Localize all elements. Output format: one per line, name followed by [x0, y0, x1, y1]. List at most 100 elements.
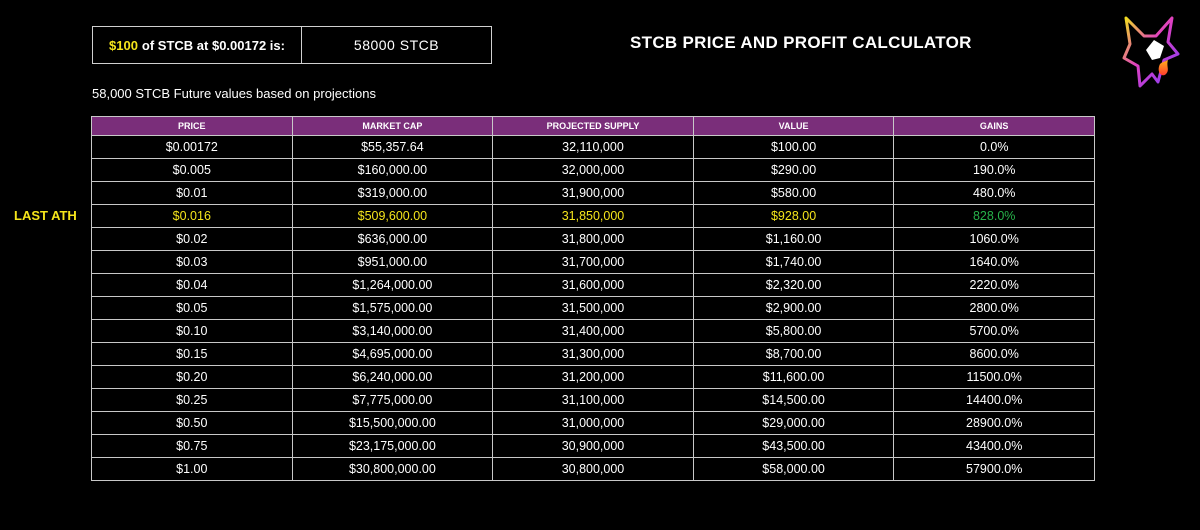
price-cell: $0.20 — [91, 365, 293, 389]
table-row-last-ath: $0.016 $509,600.00 31,850,000 $928.00 82… — [91, 204, 1095, 228]
header-projected-supply: PROJECTED SUPPLY — [492, 116, 694, 136]
supply-cell: 30,900,000 — [492, 434, 694, 458]
value-cell: $290.00 — [692, 158, 895, 182]
header-price: PRICE — [91, 116, 293, 136]
value-cell: $2,900.00 — [692, 296, 895, 320]
projection-subtitle: 58,000 STCB Future values based on proje… — [92, 86, 377, 101]
table-row: $0.01 $319,000.00 31,900,000 $580.00 480… — [91, 181, 1095, 205]
table-header-row: PRICE MARKET CAP PROJECTED SUPPLY VALUE … — [91, 116, 1095, 136]
table-row: $0.15 $4,695,000.00 31,300,000 $8,700.00… — [91, 342, 1095, 366]
supply-cell: 31,300,000 — [492, 342, 694, 366]
gains-cell: 0.0% — [893, 135, 1095, 159]
price-cell: $0.02 — [91, 227, 293, 251]
supply-cell: 31,700,000 — [492, 250, 694, 274]
value-cell: $11,600.00 — [692, 365, 895, 389]
price-cell: $0.005 — [91, 158, 293, 182]
table-row: $0.02 $636,000.00 31,800,000 $1,160.00 1… — [91, 227, 1095, 251]
projection-table: PRICE MARKET CAP PROJECTED SUPPLY VALUE … — [91, 116, 1095, 481]
investment-amount: $100 — [109, 37, 138, 53]
header-gains: GAINS — [893, 116, 1095, 136]
supply-cell: 31,600,000 — [492, 273, 694, 297]
page-title: STCB PRICE AND PROFIT CALCULATOR — [630, 33, 972, 52]
market-cap-cell: $30,800,000.00 — [291, 457, 494, 481]
calculator-label: $100 of STCB at $0.00172 is: — [93, 27, 302, 63]
price-cell: $0.03 — [91, 250, 293, 274]
market-cap-cell: $55,357.64 — [291, 135, 494, 159]
value-cell: $14,500.00 — [692, 388, 895, 412]
price-cell: $0.01 — [91, 181, 293, 205]
price-cell: $0.016 — [91, 204, 293, 228]
calculator-result: 58000 STCB — [353, 37, 440, 53]
market-cap-cell: $636,000.00 — [291, 227, 494, 251]
value-cell: $100.00 — [692, 135, 895, 159]
calculator-box: $100 of STCB at $0.00172 is: 58000 STCB — [92, 26, 492, 64]
market-cap-cell: $509,600.00 — [291, 204, 494, 228]
supply-cell: 31,900,000 — [492, 181, 694, 205]
table-row: $0.75 $23,175,000.00 30,900,000 $43,500.… — [91, 434, 1095, 458]
value-cell: $5,800.00 — [692, 319, 895, 343]
market-cap-cell: $23,175,000.00 — [291, 434, 494, 458]
supply-cell: 31,500,000 — [492, 296, 694, 320]
gains-cell: 2800.0% — [893, 296, 1095, 320]
value-cell: $1,160.00 — [692, 227, 895, 251]
price-cell: $0.75 — [91, 434, 293, 458]
supply-cell: 31,000,000 — [492, 411, 694, 435]
supply-cell: 31,200,000 — [492, 365, 694, 389]
price-cell: $0.50 — [91, 411, 293, 435]
price-cell: $1.00 — [91, 457, 293, 481]
market-cap-cell: $951,000.00 — [291, 250, 494, 274]
market-cap-cell: $160,000.00 — [291, 158, 494, 182]
supply-cell: 31,100,000 — [492, 388, 694, 412]
market-cap-cell: $6,240,000.00 — [291, 365, 494, 389]
gains-cell: 5700.0% — [893, 319, 1095, 343]
table-row: $0.05 $1,575,000.00 31,500,000 $2,900.00… — [91, 296, 1095, 320]
price-cell: $0.00172 — [91, 135, 293, 159]
calculator-label-text: of STCB at $0.00172 is: — [141, 37, 285, 53]
gains-cell: 28900.0% — [893, 411, 1095, 435]
supply-cell: 32,110,000 — [492, 135, 694, 159]
market-cap-cell: $319,000.00 — [291, 181, 494, 205]
market-cap-cell: $15,500,000.00 — [291, 411, 494, 435]
gains-cell: 2220.0% — [893, 273, 1095, 297]
table-row: $0.005 $160,000.00 32,000,000 $290.00 19… — [91, 158, 1095, 182]
value-cell: $29,000.00 — [692, 411, 895, 435]
market-cap-cell: $4,695,000.00 — [291, 342, 494, 366]
table-row: $0.04 $1,264,000.00 31,600,000 $2,320.00… — [91, 273, 1095, 297]
price-cell: $0.04 — [91, 273, 293, 297]
gains-cell: 43400.0% — [893, 434, 1095, 458]
price-cell: $0.15 — [91, 342, 293, 366]
table-row: $0.25 $7,775,000.00 31,100,000 $14,500.0… — [91, 388, 1095, 412]
supply-cell: 32,000,000 — [492, 158, 694, 182]
table-row: $0.20 $6,240,000.00 31,200,000 $11,600.0… — [91, 365, 1095, 389]
wolf-logo-icon — [1122, 16, 1180, 88]
gains-cell: 11500.0% — [893, 365, 1095, 389]
gains-cell: 57900.0% — [893, 457, 1095, 481]
supply-cell: 31,800,000 — [492, 227, 694, 251]
gains-cell: 1060.0% — [893, 227, 1095, 251]
table-row: $0.10 $3,140,000.00 31,400,000 $5,800.00… — [91, 319, 1095, 343]
supply-cell: 31,850,000 — [492, 204, 694, 228]
table-row: $0.03 $951,000.00 31,700,000 $1,740.00 1… — [91, 250, 1095, 274]
value-cell: $2,320.00 — [692, 273, 895, 297]
market-cap-cell: $7,775,000.00 — [291, 388, 494, 412]
market-cap-cell: $3,140,000.00 — [291, 319, 494, 343]
gains-cell: 828.0% — [893, 204, 1095, 228]
table-row: $0.50 $15,500,000.00 31,000,000 $29,000.… — [91, 411, 1095, 435]
header-market-cap: MARKET CAP — [291, 116, 494, 136]
value-cell: $928.00 — [692, 204, 895, 228]
value-cell: $58,000.00 — [692, 457, 895, 481]
price-cell: $0.10 — [91, 319, 293, 343]
market-cap-cell: $1,264,000.00 — [291, 273, 494, 297]
value-cell: $8,700.00 — [692, 342, 895, 366]
gains-cell: 480.0% — [893, 181, 1095, 205]
gains-cell: 8600.0% — [893, 342, 1095, 366]
supply-cell: 30,800,000 — [492, 457, 694, 481]
table-row: $0.00172 $55,357.64 32,110,000 $100.00 0… — [91, 135, 1095, 159]
last-ath-label: LAST ATH — [14, 208, 77, 223]
value-cell: $580.00 — [692, 181, 895, 205]
value-cell: $43,500.00 — [692, 434, 895, 458]
price-cell: $0.05 — [91, 296, 293, 320]
value-cell: $1,740.00 — [692, 250, 895, 274]
market-cap-cell: $1,575,000.00 — [291, 296, 494, 320]
gains-cell: 1640.0% — [893, 250, 1095, 274]
